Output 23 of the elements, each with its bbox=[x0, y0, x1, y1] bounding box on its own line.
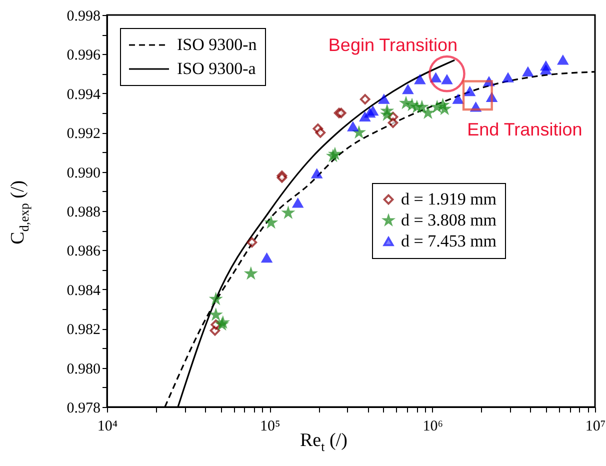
annotation: End Transition bbox=[467, 119, 582, 140]
x-tick-label: 10⁵ bbox=[260, 418, 280, 434]
y-tick-label: 0.986 bbox=[66, 244, 101, 260]
y-tick-label: 0.978 bbox=[66, 400, 100, 416]
y-tick-label: 0.984 bbox=[66, 282, 101, 299]
y-tick-label: 0.994 bbox=[66, 86, 101, 103]
annotation: Begin Transition bbox=[328, 34, 458, 55]
x-tick-label: 10⁷ bbox=[585, 418, 606, 434]
legend-label: ISO 9300-n bbox=[177, 35, 257, 55]
y-tick-label: 0.988 bbox=[66, 204, 100, 220]
y-tick-label: 0.990 bbox=[66, 165, 100, 182]
legend-label: ISO 9300-a bbox=[177, 59, 256, 79]
y-tick-label: 0.992 bbox=[66, 126, 100, 142]
legend-label: d = 1.919 mm bbox=[401, 190, 497, 208]
legend-label: d = 7.453 mm bbox=[401, 232, 497, 250]
y-tick-label: 0.980 bbox=[66, 361, 100, 378]
y-tick-label: 0.982 bbox=[66, 322, 100, 338]
x-axis-title: Re$_{t}$ (/) bbox=[300, 430, 348, 455]
x-tick-label: 10⁶ bbox=[422, 418, 443, 434]
y-tick-label: 0.998 bbox=[66, 8, 100, 24]
x-tick-label: 10⁴ bbox=[97, 418, 118, 434]
legend-label: d = 3.808 mm bbox=[401, 210, 497, 230]
y-tick-label: 0.996 bbox=[66, 48, 101, 64]
